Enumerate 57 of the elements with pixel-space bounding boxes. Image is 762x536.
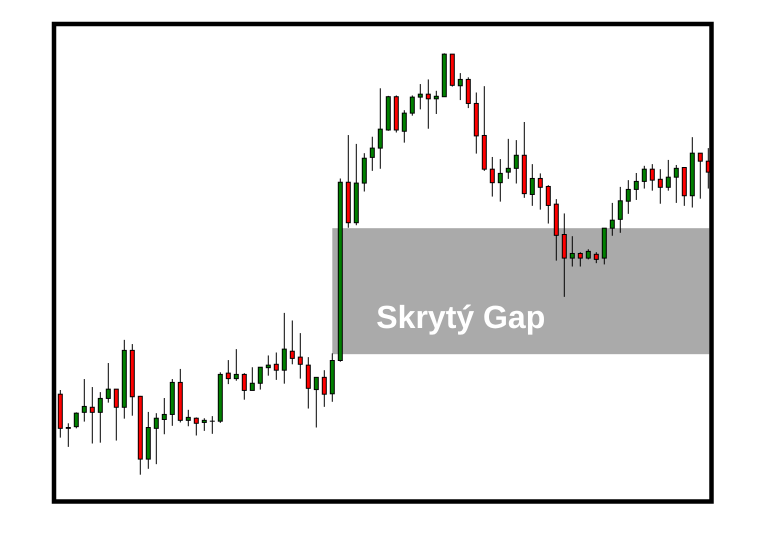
candlestick	[658, 168, 663, 204]
candlestick	[426, 78, 431, 130]
candlestick	[546, 184, 551, 224]
candlestick	[98, 392, 103, 444]
candlestick	[314, 376, 319, 428]
candlestick	[154, 412, 159, 465]
candlestick	[586, 248, 591, 260]
candlestick	[490, 156, 495, 198]
candlestick	[106, 362, 111, 404]
candlestick	[306, 356, 311, 410]
candlestick	[458, 72, 463, 101]
candlestick	[626, 180, 631, 214]
candlestick	[290, 320, 295, 365]
candlestick	[514, 140, 519, 184]
candlestick	[634, 172, 639, 200]
band-label: Skrytý Gap	[376, 299, 546, 336]
candlestick	[194, 416, 199, 436]
candlestick	[594, 252, 599, 264]
candlestick	[434, 90, 439, 114]
candlestick	[258, 366, 263, 390]
candlestick	[570, 236, 575, 268]
candlestick	[210, 416, 215, 434]
candlestick	[162, 398, 167, 435]
candlestick	[370, 136, 375, 172]
candlestick	[610, 202, 615, 236]
candlestick	[674, 164, 679, 204]
candlestick	[642, 165, 647, 190]
candlestick	[378, 88, 383, 170]
candlestick	[506, 138, 511, 180]
candlestick	[562, 212, 567, 298]
candlestick	[538, 172, 543, 210]
candlestick	[114, 388, 119, 442]
candlestick	[250, 366, 255, 391]
candlestick	[666, 159, 671, 192]
candlestick	[66, 422, 71, 448]
candlestick	[202, 418, 207, 432]
candlestick	[698, 152, 703, 200]
candlestick	[578, 252, 583, 268]
candlestick	[242, 372, 247, 400]
candlestick	[650, 164, 655, 192]
candlestick	[74, 412, 79, 429]
candlestick	[322, 370, 327, 408]
candlestick	[618, 186, 623, 234]
candlestick	[402, 110, 407, 144]
candlestick	[298, 332, 303, 380]
candlestick	[410, 94, 415, 116]
candlestick	[274, 352, 279, 380]
candlestick	[226, 360, 231, 385]
candlestick	[234, 348, 239, 382]
candlestick	[498, 158, 503, 202]
candlestick	[82, 378, 87, 422]
candlestick	[186, 409, 191, 427]
candlestick	[418, 84, 423, 110]
candlestick	[90, 386, 95, 444]
candlestick	[266, 354, 271, 376]
candlestick	[530, 164, 535, 206]
candlestick	[282, 312, 287, 384]
